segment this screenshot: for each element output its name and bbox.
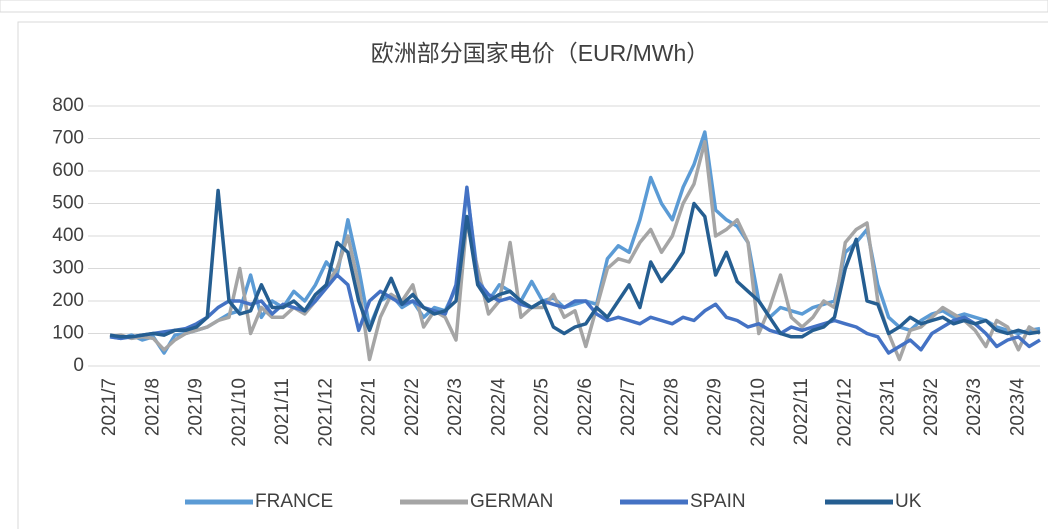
y-tick-label: 200 [52, 290, 84, 311]
y-tick-label: 700 [52, 128, 84, 149]
x-tick-label: 2023/4 [1007, 378, 1028, 437]
x-tick-label: 2022/1 [359, 378, 380, 436]
legend-label: SPAIN [690, 491, 746, 512]
x-tick-label: 2022/2 [402, 378, 423, 436]
x-tick-label: 2022/12 [834, 378, 855, 447]
legend-label: UK [895, 491, 922, 512]
x-tick-label: 2022/10 [748, 378, 769, 447]
y-tick-label: 800 [52, 95, 84, 116]
y-tick-label: 500 [52, 193, 84, 214]
x-tick-label: 2021/10 [229, 378, 250, 447]
x-tick-label: 2022/9 [705, 378, 726, 436]
chart-frame [17, 21, 1048, 529]
x-tick-label: 2022/7 [618, 378, 639, 436]
x-tick-label: 2022/6 [575, 378, 596, 436]
y-tick-label: 0 [73, 355, 84, 376]
chart-title: 欧洲部分国家电价（EUR/MWh） [371, 40, 710, 66]
x-tick-label: 2022/11 [791, 378, 812, 445]
x-tick-label: 2021/9 [186, 378, 207, 436]
x-tick-label: 2023/1 [878, 378, 899, 436]
legend-label: GERMAN [470, 491, 553, 512]
y-tick-label: 400 [52, 225, 84, 246]
x-tick-label: 2022/4 [488, 378, 509, 437]
x-tick-label: 2022/8 [661, 378, 682, 436]
y-tick-label: 300 [52, 258, 84, 279]
series-line [109, 185, 1041, 355]
x-tick-label: 2021/7 [99, 378, 120, 436]
x-tick-label: 2021/8 [142, 378, 163, 436]
x-tick-label: 2023/3 [964, 378, 985, 436]
y-tick-label: 600 [52, 160, 84, 181]
legend-label: FRANCE [255, 491, 333, 512]
x-tick-label: 2021/12 [315, 378, 336, 447]
x-tick-label: 2022/5 [532, 378, 553, 436]
series-line [109, 188, 1041, 339]
y-tick-label: 100 [52, 323, 84, 344]
x-tick-label: 2022/3 [445, 378, 466, 436]
top-frame [0, 0, 1048, 13]
x-tick-label: 2023/2 [921, 378, 942, 436]
x-tick-label: 2021/11 [272, 378, 293, 445]
